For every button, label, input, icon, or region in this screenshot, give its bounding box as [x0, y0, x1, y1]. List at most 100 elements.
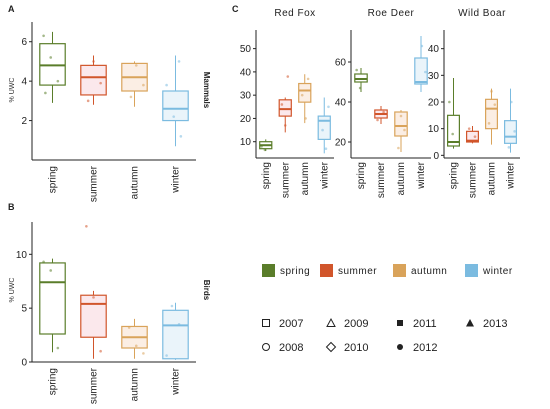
data-point [142, 352, 145, 355]
legend-year-2011: 2011 [397, 318, 437, 330]
legend-year-label: 2009 [344, 318, 368, 330]
panel-c1: 10 20 30 40 50 spring summer autumn winter C Red F… [232, 4, 334, 198]
box-spring [354, 68, 368, 92]
data-point [283, 124, 287, 127]
legend-years: 2007 2009 2011 2013 2008 2010 2012 [262, 317, 507, 354]
box-iqr [485, 98, 498, 130]
legend-label: autumn [411, 266, 447, 277]
legend-label: winter [482, 266, 513, 277]
y-tick-label: 30 [240, 91, 252, 102]
data-point [127, 326, 131, 329]
legend-year-label: 2008 [279, 342, 303, 354]
x-tick-label: summer [468, 161, 479, 198]
box-iqr [162, 90, 189, 122]
x-tick-label: summer [376, 161, 387, 198]
data-point [424, 70, 427, 74]
data-point [490, 90, 493, 93]
data-point [397, 146, 400, 150]
data-point [467, 127, 471, 130]
box-summer [374, 106, 388, 124]
x-tick-label: winter [319, 161, 330, 189]
box-iqr [447, 114, 460, 147]
box-winter [504, 88, 517, 153]
legend-year-2013: 2013 [466, 318, 507, 330]
legend-year-2012: 2012 [397, 342, 437, 354]
x-tick-label: winter [416, 161, 427, 189]
data-point [99, 349, 102, 353]
data-point [473, 135, 477, 138]
x-tick-label: autumn [396, 162, 407, 195]
data-point [99, 81, 102, 85]
data-point [306, 77, 310, 81]
data-point [382, 110, 385, 114]
box-iqr [298, 82, 312, 103]
y-tick-label: 60 [335, 58, 347, 69]
data-point [304, 117, 307, 120]
data-point [513, 130, 516, 133]
box-iqr [80, 294, 107, 338]
panel-c3: 0 10 20 30 40 spring summer autumn winter Wild Bo… [428, 8, 520, 198]
data-point [448, 100, 451, 104]
panel-a: 2 4 6 spring summer autumn winter A % UWC Mammals [8, 4, 211, 202]
legend-year-2008: 2008 [262, 342, 303, 354]
panels: 2 4 6 spring summer autumn winter A % UWC Mammals… [8, 4, 520, 404]
box-spring [447, 78, 460, 149]
legend-seasons: spring summer autumn winter [262, 264, 513, 277]
x-tick-label: spring [48, 166, 59, 193]
y-tick-label: 50 [240, 44, 252, 55]
box-autumn [121, 318, 148, 359]
legend-year-label: 2013 [483, 318, 507, 330]
legend-swatch [262, 264, 275, 277]
box-spring [39, 31, 66, 103]
x-tick-label: spring [356, 162, 367, 189]
side-label: Birds [202, 280, 211, 301]
box-spring [39, 258, 66, 353]
legend-year-2009: 2009 [326, 317, 368, 330]
data-point [420, 44, 424, 48]
box-iqr [466, 130, 479, 143]
data-point [86, 99, 90, 103]
x-tick-label: autumn [487, 162, 498, 195]
square-icon [262, 319, 270, 327]
data-point [170, 304, 174, 308]
box-summer [80, 290, 107, 359]
box-winter [162, 55, 189, 147]
y-axis-label: % UWC [9, 78, 16, 103]
data-point [49, 269, 53, 272]
x-tick-label: winter [171, 165, 182, 193]
data-point [129, 95, 133, 99]
box-summer [278, 97, 292, 133]
x-tick-label: spring [261, 162, 272, 189]
filled-triangle-icon [466, 319, 474, 327]
box-winter [317, 97, 331, 154]
box-summer [80, 55, 107, 105]
legend-swatch [320, 264, 333, 277]
box-autumn [121, 61, 148, 107]
x-tick-label: winter [171, 367, 182, 395]
y-tick-label: 0 [433, 151, 439, 162]
panel-c2: 20 40 60 spring summer autumn winter Roe Deer [335, 8, 431, 198]
x-tick-label: summer [89, 165, 100, 202]
y-tick-label: 40 [335, 98, 347, 109]
x-tick-label: autumn [130, 368, 141, 401]
data-point [134, 64, 138, 67]
data-point [327, 105, 330, 109]
y-tick-label: 20 [428, 98, 440, 109]
x-tick-label: spring [449, 162, 460, 189]
data-point [134, 344, 138, 348]
box-iqr [504, 120, 517, 144]
data-point [487, 122, 491, 125]
data-point [42, 34, 45, 38]
data-point [165, 354, 168, 357]
box-iqr [162, 309, 189, 360]
facet-title: Red Fox [274, 8, 315, 19]
legend-swatch [393, 264, 406, 277]
x-tick-label: winter [506, 161, 517, 189]
y-tick-label: 10 [240, 137, 252, 148]
data-point [403, 128, 406, 132]
filled-square-icon [397, 320, 403, 326]
data-point [56, 346, 60, 350]
data-point [179, 135, 183, 138]
data-point [49, 56, 53, 59]
